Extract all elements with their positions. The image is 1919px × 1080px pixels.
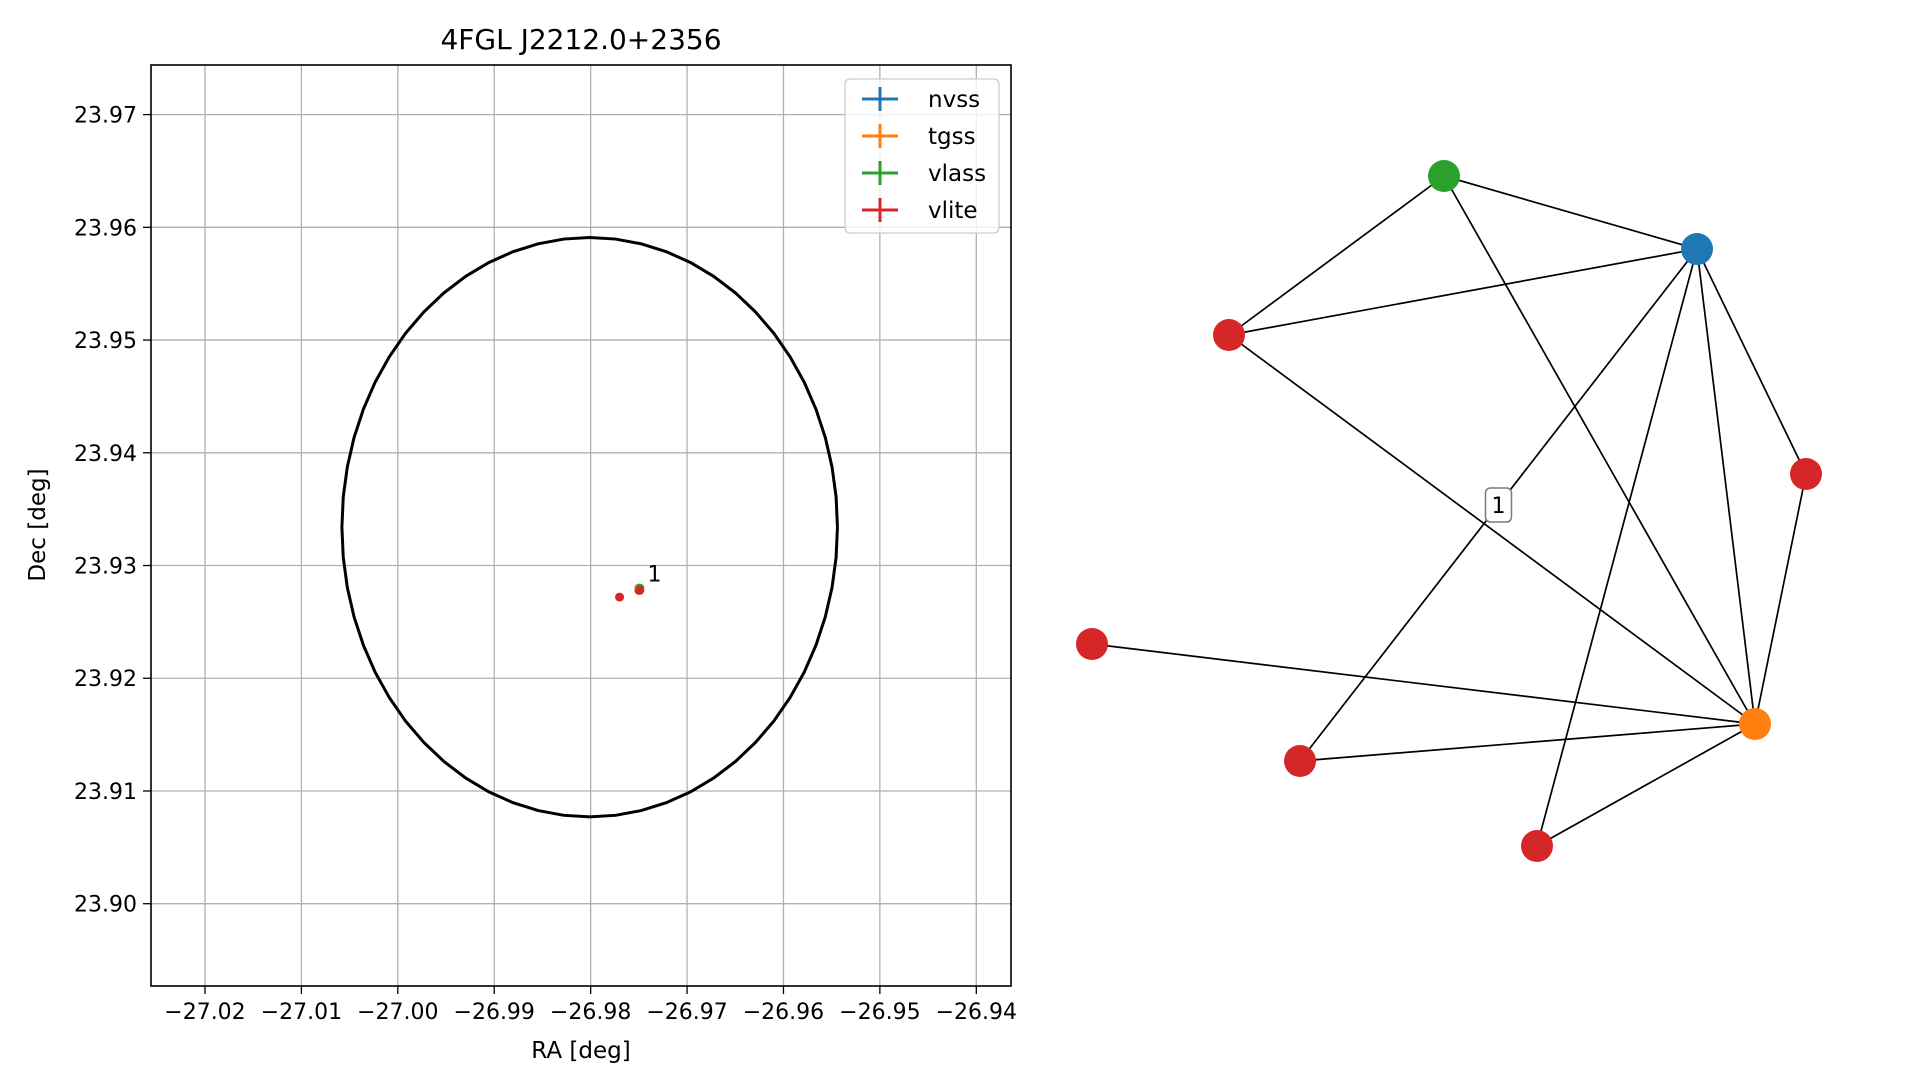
x-tick-label: −26.94 — [936, 1000, 1017, 1025]
graph-edge — [1091, 643, 1756, 725]
y-tick-label: 23.97 — [74, 104, 137, 129]
graph-edge — [1696, 248, 1807, 475]
x-tick-label: −26.96 — [743, 1000, 824, 1025]
x-tick-label: −26.99 — [454, 1000, 535, 1025]
graph-nodes — [1076, 160, 1822, 862]
graph-node-vlite_a — [1213, 319, 1245, 351]
legend-box — [844, 78, 1000, 234]
network-graph: 1 — [1076, 160, 1822, 862]
graph-node-tgss — [1739, 708, 1771, 740]
legend: nvss tgss vlass vlite — [844, 78, 1000, 234]
graph-edge — [1443, 175, 1756, 725]
graph-node-vlite_b — [1790, 458, 1822, 490]
ticks: −27.02 −27.01 −27.00 −26.99 −26.98 −26.97 −26.… — [74, 104, 1017, 1025]
graph-edge — [1754, 473, 1807, 725]
graph-edge-labels: 1 — [1484, 487, 1513, 523]
x-tick-label: −27.01 — [261, 1000, 342, 1025]
data-point-vlite — [635, 585, 645, 595]
graph-edge — [1228, 334, 1756, 725]
graph-node-nvss — [1681, 233, 1713, 265]
graph-node-vlite_e — [1521, 830, 1553, 862]
legend-label-tgss: tgss — [928, 124, 976, 150]
data-point-vlite — [615, 592, 625, 602]
x-tick-label: −26.97 — [646, 1000, 727, 1025]
legend-label-nvss: nvss — [928, 87, 980, 113]
graph-edge — [1443, 175, 1698, 250]
legend-label-vlass: vlass — [928, 161, 986, 187]
graph-edge — [1536, 723, 1756, 847]
graph-edge — [1299, 723, 1756, 762]
edge-label: 1 — [1492, 494, 1506, 519]
point-annotation: 1 — [648, 562, 662, 587]
y-tick-label: 23.94 — [74, 442, 137, 467]
scatter-plot: 1 −27.02 −27.01 −27.00 −26.99 −26.98 −26.97 −2… — [25, 23, 1017, 1064]
graph-edges — [1091, 175, 1807, 847]
graph-edge — [1696, 248, 1756, 725]
axes-frame — [150, 64, 1012, 987]
x-tick-label: −27.00 — [357, 1000, 438, 1025]
y-tick-label: 23.92 — [74, 667, 137, 692]
y-tick-label: 23.91 — [74, 780, 137, 805]
y-tick-label: 23.96 — [74, 216, 137, 241]
x-axis-label: RA [deg] — [531, 1038, 630, 1064]
graph-node-vlite_d — [1284, 745, 1316, 777]
graph-node-vlite_c — [1076, 628, 1108, 660]
x-tick-label: −26.95 — [839, 1000, 920, 1025]
y-tick-label: 23.95 — [74, 329, 137, 354]
error-circle — [340, 235, 839, 819]
graph-edge — [1228, 175, 1445, 336]
graph-node-vlass — [1428, 160, 1460, 192]
legend-label-vlite: vlite — [928, 198, 978, 224]
x-tick-label: −26.98 — [550, 1000, 631, 1025]
edge-label-box — [1484, 487, 1513, 523]
graph-edge — [1228, 248, 1698, 336]
plot-area: 1 — [340, 235, 839, 819]
y-axis-label: Dec [deg] — [25, 468, 51, 581]
y-tick-label: 23.90 — [74, 893, 137, 918]
x-tick-label: −27.02 — [164, 1000, 245, 1025]
chart-title: 4FGL J2212.0+2356 — [440, 23, 721, 56]
y-tick-label: 23.93 — [74, 555, 137, 580]
graph-edge — [1536, 248, 1698, 847]
